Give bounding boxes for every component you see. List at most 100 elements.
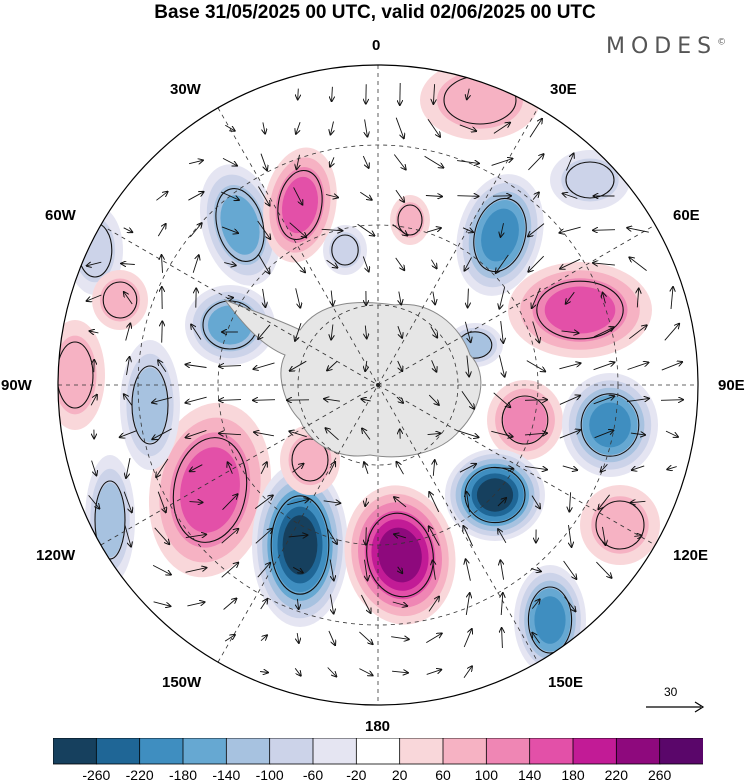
- map-title: Base 31/05/2025 00 UTC, valid 02/06/2025…: [154, 2, 596, 23]
- wind-arrow: [191, 325, 202, 340]
- wind-arrow: [260, 153, 267, 171]
- wind-arrow: [323, 501, 341, 503]
- wind-arrow: [528, 154, 543, 171]
- wind-arrow: [123, 228, 133, 232]
- wind-arrow: [459, 124, 476, 131]
- wind-arrow: [328, 630, 335, 645]
- colorbar-swatch: [529, 738, 574, 765]
- label-120w: 120W: [36, 547, 76, 564]
- wind-arrow: [532, 633, 541, 644]
- wind-arrow: [603, 526, 606, 545]
- wind-arrow: [664, 324, 679, 341]
- wind-arrow: [465, 593, 469, 615]
- wind-arrow: [359, 668, 372, 676]
- wind-arrow: [87, 294, 102, 301]
- wind-arrow: [433, 560, 436, 580]
- wind-arrow: [594, 430, 614, 439]
- colorbar-swatch: [615, 738, 661, 765]
- colorbar-swatch: [442, 738, 488, 765]
- wind-arrow: [121, 264, 135, 265]
- wind-arrow: [524, 433, 547, 435]
- wind-arrow: [295, 288, 301, 307]
- wind-arrow: [396, 396, 403, 403]
- wind-arrow: [88, 495, 100, 508]
- wind-arrow: [528, 255, 545, 272]
- anomaly-contour: [503, 397, 547, 443]
- wind-arrow: [530, 569, 541, 572]
- geopotential-contour: [291, 438, 329, 482]
- colorbar-tick-label: 260: [647, 767, 672, 783]
- wind-arrow: [433, 291, 435, 305]
- colorbar-swatch: [225, 738, 271, 765]
- label-0: 0: [372, 37, 381, 54]
- wind-arrow: [426, 228, 441, 233]
- wind-arrow: [290, 255, 305, 273]
- wind-arrow: [627, 363, 649, 370]
- wind-arrow: [561, 331, 579, 333]
- wind-arrow: [219, 433, 242, 434]
- colorbar-swatch: [95, 738, 141, 765]
- wind-arrow: [493, 392, 511, 407]
- wind-arrow: [569, 525, 572, 547]
- wind-arrow: [297, 154, 300, 169]
- wind-arrow: [463, 666, 472, 678]
- label-30e: 30E: [550, 81, 577, 98]
- wind-arrow: [365, 119, 368, 136]
- anomaly-cell: [550, 150, 630, 210]
- wind-arrow: [290, 360, 307, 371]
- anomaly-contour: [132, 367, 168, 443]
- wind-arrow: [224, 263, 236, 266]
- wind-arrow: [152, 428, 172, 439]
- wind-arrow: [593, 230, 616, 231]
- wind-arrow: [258, 324, 271, 339]
- colorbar-swatch: [53, 738, 98, 765]
- geopotential-contour: [58, 341, 94, 409]
- wind-arrow: [392, 224, 408, 236]
- wind-arrow: [120, 430, 137, 437]
- antarctica: [223, 298, 482, 458]
- colorbar-swatch: [269, 738, 314, 765]
- wind-arrow: [187, 602, 204, 607]
- wind-arrow: [327, 361, 338, 371]
- wind-arrow: [162, 255, 163, 273]
- colorbar-tick-label: -140: [212, 767, 241, 783]
- colorbar-swatch: [572, 738, 618, 765]
- wind-arrow: [671, 287, 673, 310]
- colorbar-tick-label: 60: [435, 767, 451, 783]
- wind-arrow: [560, 258, 581, 268]
- wind-arrow: [532, 192, 539, 200]
- geopotential-contour: [215, 188, 265, 262]
- wind-arrow: [627, 399, 649, 402]
- wind-arrow: [330, 594, 333, 613]
- wind-arrow: [295, 323, 302, 341]
- wind-arrow: [152, 565, 171, 574]
- anomaly-cell: [92, 270, 148, 330]
- anomaly-cell: [58, 320, 105, 430]
- wind-arrow: [501, 321, 504, 343]
- colorbar-swatch: [139, 738, 184, 765]
- colorbar-tick-label: -60: [302, 767, 324, 783]
- wind-arrow: [395, 257, 405, 270]
- wind-arrow: [501, 223, 504, 237]
- wind-arrow: [491, 430, 512, 436]
- colorbar-tick-label: -100: [255, 767, 284, 783]
- wind-arrow: [225, 124, 234, 131]
- wind-arrow: [123, 491, 132, 513]
- wind-arrow: [360, 594, 370, 613]
- wind-arrow: [152, 396, 173, 402]
- wind-arrow: [158, 360, 167, 372]
- wind-arrow: [156, 458, 169, 477]
- wind-arrow: [289, 431, 307, 438]
- colorbar-swatch: [399, 738, 444, 765]
- wind-arrow: [497, 498, 506, 507]
- wind-arrow: [433, 460, 434, 476]
- geopotential-contour: [536, 280, 624, 340]
- wind-arrow: [393, 154, 405, 170]
- wind-arrow: [222, 157, 237, 165]
- wind-arrow: [258, 254, 270, 274]
- wind-arrow: [365, 325, 366, 339]
- wind-arrow: [634, 536, 641, 537]
- wind-arrow: [601, 463, 608, 471]
- wind-arrow: [493, 123, 510, 134]
- wind-arrow: [90, 395, 97, 406]
